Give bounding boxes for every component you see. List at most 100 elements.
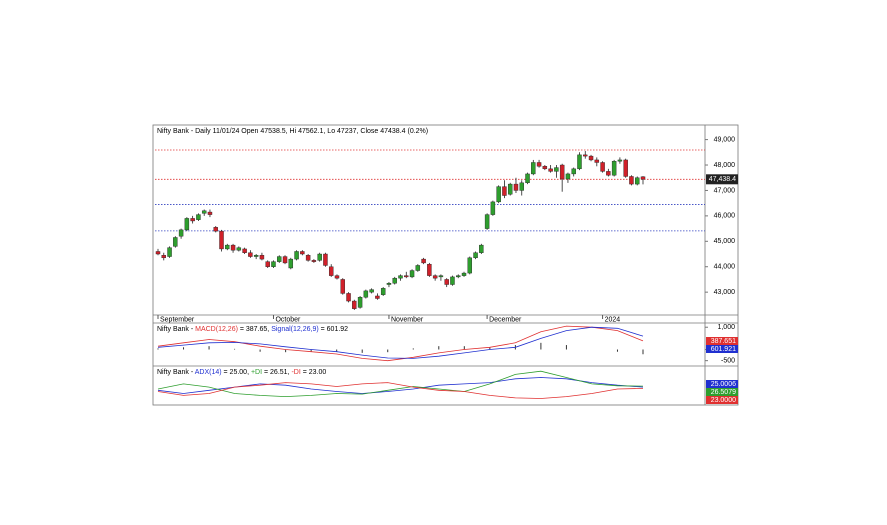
value-tag — [706, 396, 738, 404]
value-tag — [706, 345, 738, 353]
candle-body — [404, 275, 409, 278]
candle-body — [265, 261, 270, 267]
candle-body — [248, 252, 253, 257]
candle-body — [369, 289, 374, 293]
candle-body — [427, 263, 432, 276]
value-tag-label: 23.0000 — [711, 397, 736, 404]
candle-body — [178, 229, 184, 237]
candle-body — [357, 297, 363, 308]
candle-body — [611, 161, 617, 176]
legend-prefix: Nifty Bank - — [157, 326, 195, 333]
legend-reading: = 23.00 — [301, 369, 327, 376]
price-tag — [706, 174, 738, 185]
candle-body — [421, 258, 426, 264]
legend-entry: ADX(14) — [195, 369, 222, 376]
candle-body — [554, 167, 559, 172]
y-tick-label: 49,000 — [714, 136, 736, 143]
candle-body — [253, 255, 259, 257]
candle-body — [583, 154, 588, 157]
x-tick-label: September — [160, 316, 195, 323]
legend-prefix: Nifty Bank - — [157, 369, 195, 376]
value-tag — [706, 380, 738, 388]
legend-reading: = 601.92 — [319, 326, 348, 333]
candle-body — [213, 227, 218, 232]
candle-body — [617, 159, 623, 162]
candle-body — [490, 201, 496, 215]
candle-body — [392, 277, 397, 284]
series-line — [157, 370, 644, 398]
candle-body — [323, 253, 328, 266]
legend-entry: -DI — [291, 369, 300, 376]
candle-body — [409, 270, 415, 278]
candle-body — [473, 252, 478, 259]
candle-body — [271, 261, 276, 267]
candle-body — [542, 166, 548, 170]
candle-body — [548, 168, 553, 172]
candle-body — [507, 183, 513, 195]
candle-body — [282, 256, 288, 264]
candle-body — [438, 275, 444, 278]
x-tick-label: November — [391, 316, 424, 323]
candle-body — [219, 230, 224, 250]
candle-body — [415, 265, 421, 271]
candle-body — [635, 177, 640, 185]
series-line — [157, 382, 644, 399]
candle-body — [277, 256, 282, 262]
candle-body — [496, 186, 501, 203]
candle-body — [444, 279, 449, 285]
legend-entry: MACD(12,26) — [195, 326, 238, 333]
legend-entry: Signal(12,26,9) — [271, 326, 318, 333]
candle-body — [629, 176, 634, 185]
candle-body — [305, 255, 311, 261]
legend-reading: = 25.00, — [222, 369, 251, 376]
x-tick-label: December — [489, 316, 522, 323]
candle-body — [311, 260, 317, 262]
y-tick-label: 46,000 — [714, 213, 736, 220]
candle-body — [173, 237, 178, 247]
candle-body — [559, 164, 565, 180]
candle-body — [565, 173, 571, 180]
series-line — [157, 377, 644, 394]
candle-body — [300, 251, 305, 255]
candle-body — [236, 247, 242, 251]
y-tick-label: 45,000 — [714, 238, 736, 245]
candle-body — [502, 186, 507, 196]
candle-body — [184, 218, 190, 231]
candle-body — [461, 272, 467, 276]
candle-body — [230, 244, 236, 251]
candle-body — [536, 162, 542, 167]
candle-body — [623, 159, 628, 177]
candle-body — [259, 255, 265, 260]
legend: Nifty Bank - ADX(14) = 25.00, +DI = 26.5… — [157, 369, 326, 376]
candle-body — [594, 159, 600, 163]
candle-body — [201, 210, 207, 214]
candle-body — [196, 214, 201, 220]
candle-body — [352, 300, 357, 309]
candle-body — [398, 275, 403, 279]
candle-body — [432, 275, 438, 279]
candle-body — [450, 276, 455, 285]
candle-body — [456, 275, 461, 278]
candle-body — [242, 248, 247, 253]
candle-body — [340, 279, 345, 294]
candle-body — [513, 183, 519, 191]
chart-frame — [152, 124, 739, 406]
candle-body — [375, 295, 380, 299]
legend: Nifty Bank - MACD(12,26) = 387.65, Signa… — [157, 326, 348, 333]
candle-body — [484, 214, 490, 229]
candle-body — [225, 244, 230, 250]
candle-body — [479, 244, 484, 253]
candle-body — [577, 154, 582, 170]
candle-body — [317, 253, 322, 261]
value-tag — [706, 388, 738, 396]
value-tag-label: 25.0006 — [711, 381, 736, 388]
candle-body — [531, 162, 536, 175]
chart-title: Nifty Bank - Daily 11/01/24 Open 47538.5… — [157, 128, 428, 135]
candle-body — [606, 171, 611, 176]
y-tick-label: 44,000 — [714, 264, 736, 271]
y-tick-label: 1,000 — [717, 324, 735, 331]
value-tag — [706, 337, 738, 345]
candle-body — [328, 266, 334, 276]
candle-body — [386, 283, 392, 285]
